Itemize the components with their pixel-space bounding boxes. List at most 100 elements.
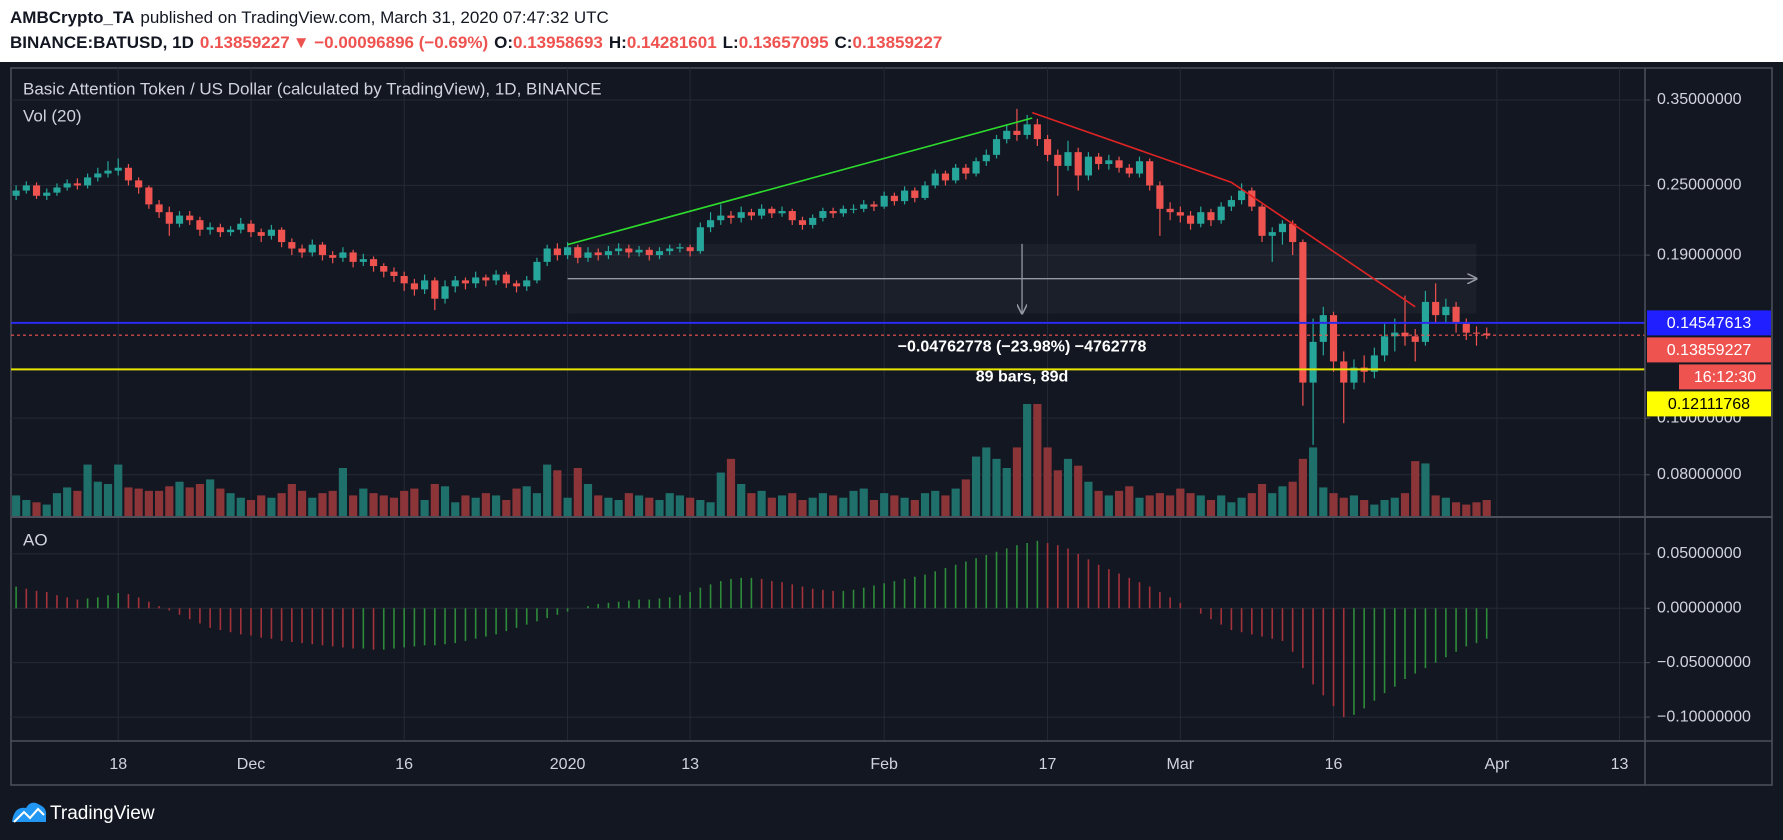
volume-bar (1114, 490, 1124, 516)
volume-bar (1023, 404, 1032, 516)
y-tick-label: 0.35000000 (1657, 91, 1742, 108)
volume-bar (1349, 495, 1359, 516)
volume-bar (543, 464, 552, 516)
candle-body (288, 242, 296, 249)
close-label: C: (835, 33, 853, 52)
volume-bar (63, 487, 72, 516)
y-tick-label: 0.19000000 (1657, 246, 1742, 263)
candle-body (1217, 206, 1225, 221)
volume-bar (349, 495, 358, 516)
volume-bar (1176, 488, 1185, 516)
candle-body (237, 223, 245, 230)
volume-bar (32, 502, 41, 516)
y-tick-label: 0.25000000 (1657, 177, 1742, 194)
candle-body (1309, 341, 1317, 383)
candle-body (298, 248, 306, 253)
candle-body (1278, 223, 1287, 233)
x-tick-label: 17 (1039, 756, 1057, 773)
volume-bar (563, 497, 572, 516)
volume-bar (1166, 495, 1175, 516)
candle-body (1156, 185, 1164, 209)
candle-body (12, 190, 20, 196)
volume-bar (808, 497, 817, 516)
volume-bar (451, 502, 460, 516)
candle-body (145, 187, 153, 205)
candle-body (931, 173, 939, 186)
candle-body (165, 212, 173, 224)
volume-bar (257, 495, 266, 516)
volume-bar (829, 495, 838, 516)
x-tick-label: Apr (1484, 756, 1510, 773)
volume-bar (675, 495, 685, 516)
candle-body (257, 232, 265, 236)
volume-bar (594, 495, 603, 516)
volume-bar (1186, 493, 1195, 516)
last-price-box (1647, 337, 1771, 363)
candle-body (359, 259, 367, 262)
candle-body (982, 154, 990, 162)
author: AMBCrypto_TA (10, 8, 134, 27)
volume-bar (1074, 465, 1083, 516)
candle-body (1166, 208, 1174, 213)
candle-body (829, 211, 837, 214)
volume-bar (1298, 458, 1307, 516)
volume-bar (216, 488, 225, 516)
candle-body (32, 185, 41, 196)
volume-bar (737, 484, 746, 516)
candle-body (73, 183, 81, 186)
price-label-box (1647, 310, 1771, 336)
candle-body (1329, 315, 1338, 362)
volume-bar (185, 487, 194, 516)
candle-body (1095, 156, 1103, 165)
candle-body (890, 195, 898, 202)
candle-body (1289, 223, 1297, 243)
y-tick-label: −0.05000000 (1657, 654, 1751, 671)
countdown-box (1679, 364, 1771, 390)
candle-body (615, 248, 623, 252)
candle-body (63, 183, 71, 188)
candle-body (758, 208, 766, 216)
candle-body (22, 185, 30, 191)
volume-bar (706, 502, 715, 516)
volume-bar (308, 497, 317, 516)
volume-bar (665, 493, 674, 516)
volume-bar (1462, 504, 1471, 516)
volume-bar (777, 495, 787, 516)
candle-body (1370, 355, 1378, 372)
volume-bar (1411, 461, 1420, 516)
candle-body (870, 204, 878, 207)
candle-body (441, 286, 449, 299)
candle-body (1432, 301, 1440, 316)
candle-body (155, 204, 163, 213)
volume-bar (1063, 458, 1073, 516)
volume-bar (532, 493, 542, 516)
candle-body (318, 244, 327, 256)
volume-bar (880, 493, 889, 516)
candle-body (737, 212, 745, 218)
candle-body (788, 211, 796, 221)
volume-bar (297, 490, 307, 516)
volume-bar (52, 493, 62, 516)
volume-bar (1339, 497, 1348, 516)
candle-body (574, 247, 582, 258)
y-tick-label: −0.10000000 (1657, 708, 1751, 725)
volume-bar (103, 484, 113, 516)
candle-body (226, 229, 235, 233)
volume-bar (931, 490, 940, 516)
candle-body (421, 280, 429, 290)
candle-body (1350, 367, 1358, 383)
candle-body (717, 215, 725, 221)
candle-body (247, 223, 255, 233)
volume-bar (1012, 447, 1022, 516)
candle-body (992, 139, 1001, 155)
volume-bar (1278, 486, 1287, 516)
volume-bar (1247, 493, 1256, 516)
volume-bar (1472, 502, 1481, 516)
candle-body (502, 274, 510, 284)
candle-body (308, 244, 316, 253)
candle-body (349, 252, 357, 262)
volume-bar (1053, 470, 1062, 516)
volume-bar (604, 497, 613, 516)
volume-bar (1329, 493, 1338, 516)
